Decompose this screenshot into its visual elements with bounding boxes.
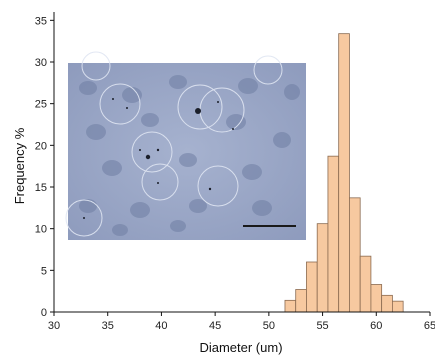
micrograph-inset	[65, 51, 306, 240]
y-axis-ticks: 0 5 10 15 20 25 30 35	[35, 15, 54, 319]
y-tick-label: 30	[35, 57, 47, 69]
x-tick-label: 60	[370, 320, 382, 332]
histogram-bar	[316, 223, 329, 313]
histogram-bar	[295, 289, 307, 313]
histogram-bar	[306, 261, 318, 313]
histogram-bar	[381, 294, 393, 313]
y-tick-label: 25	[35, 99, 47, 111]
particles	[83, 98, 234, 219]
y-tick-label: 10	[35, 224, 47, 236]
y-tick-label: 15	[35, 182, 47, 194]
x-tick-label: 45	[209, 320, 221, 332]
histogram-bar	[370, 284, 383, 313]
x-tick-label: 55	[316, 320, 328, 332]
histogram-bar	[327, 155, 340, 313]
histogram-bar	[338, 33, 350, 313]
histogram-bar	[349, 197, 361, 313]
histogram-bars	[284, 33, 404, 313]
axes: 30 35 40 45 50 55 60 65 0 5 10 15 20 25 30 35	[35, 12, 435, 332]
x-axis-ticks: 30 35 40 45 50 55 60 65	[48, 312, 435, 332]
x-tick-label: 40	[155, 320, 167, 332]
histogram-bar	[284, 299, 297, 313]
y-axis-title: Frequency %	[12, 127, 27, 204]
x-tick-label: 65	[424, 320, 435, 332]
y-tick-label: 5	[41, 265, 47, 277]
x-tick-label: 50	[263, 320, 275, 332]
y-tick-label: 20	[35, 140, 47, 152]
x-tick-label: 35	[102, 320, 114, 332]
y-tick-label: 0	[41, 307, 47, 319]
droplet-outlines	[65, 51, 283, 237]
y-tick-label: 35	[35, 15, 47, 27]
x-axis-title: Diameter (um)	[199, 340, 282, 355]
cell-blobs	[79, 75, 300, 236]
histogram-bar	[359, 255, 372, 313]
x-tick-label: 30	[48, 320, 60, 332]
histogram-bar	[391, 300, 404, 313]
